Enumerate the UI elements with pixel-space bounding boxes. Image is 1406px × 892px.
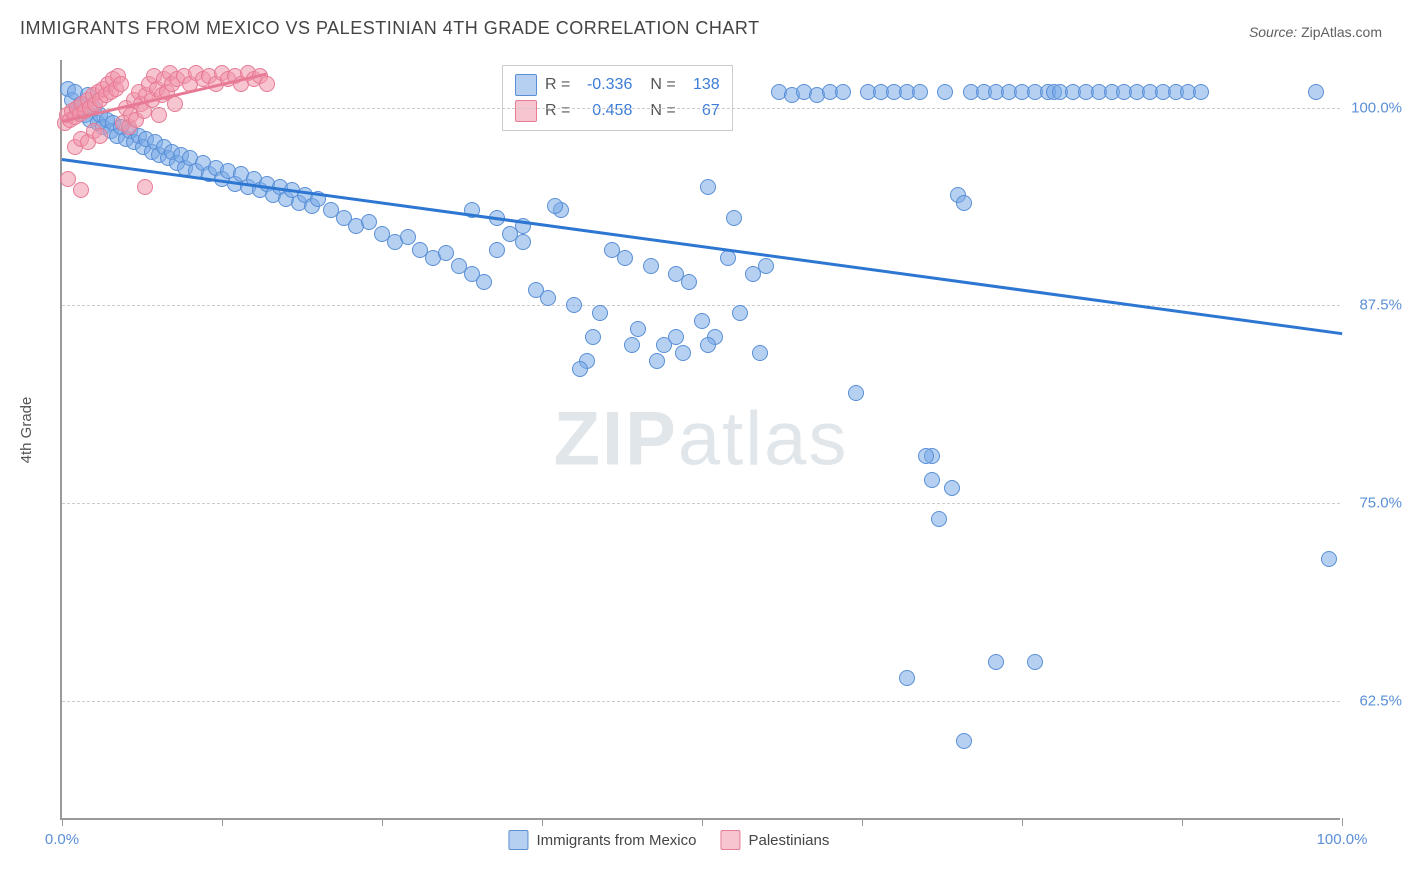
scatter-point	[151, 107, 167, 123]
chart-title: IMMIGRANTS FROM MEXICO VS PALESTINIAN 4T…	[20, 18, 760, 39]
watermark: ZIPatlas	[554, 396, 849, 483]
scatter-point	[137, 179, 153, 195]
legend-swatch	[508, 830, 528, 850]
scatter-point	[924, 472, 940, 488]
scatter-point	[361, 214, 377, 230]
legend-r-label: R =	[545, 98, 570, 124]
chart-plot-area: ZIPatlas R =-0.336N =138R =0.458N =67 Im…	[60, 60, 1340, 820]
chart-source: Source: ZipAtlas.com	[1249, 24, 1382, 40]
scatter-point	[547, 198, 563, 214]
scatter-point	[937, 84, 953, 100]
scatter-point	[675, 345, 691, 361]
x-tick	[1182, 818, 1183, 826]
legend-item: Immigrants from Mexico	[508, 830, 696, 850]
legend-n-label: N =	[650, 98, 675, 124]
legend-swatch	[515, 100, 537, 122]
x-tick	[702, 818, 703, 826]
scatter-point	[400, 229, 416, 245]
watermark-atlas: atlas	[678, 397, 849, 482]
x-tick	[222, 818, 223, 826]
legend-series: Immigrants from Mexico Palestinians	[508, 830, 829, 850]
scatter-point	[912, 84, 928, 100]
legend-r-value: -0.336	[578, 72, 632, 98]
x-tick	[542, 818, 543, 826]
legend-swatch	[720, 830, 740, 850]
gridline	[62, 108, 1340, 109]
legend-n-label: N =	[650, 72, 675, 98]
legend-row: R = -0.336 N = 138	[515, 72, 720, 98]
scatter-point	[572, 361, 588, 377]
scatter-point	[668, 329, 684, 345]
scatter-point	[259, 76, 275, 92]
scatter-point	[956, 733, 972, 749]
source-label: Source:	[1249, 24, 1297, 40]
y-tick-label: 87.5%	[1359, 297, 1402, 314]
scatter-point	[681, 274, 697, 290]
legend-n-value: 138	[684, 72, 720, 98]
scatter-point	[835, 84, 851, 100]
x-tick-label: 100.0%	[1317, 831, 1368, 848]
scatter-point	[1027, 654, 1043, 670]
scatter-point	[592, 305, 608, 321]
scatter-point	[617, 250, 633, 266]
x-tick	[862, 818, 863, 826]
scatter-point	[720, 250, 736, 266]
gridline	[62, 503, 1340, 504]
scatter-point	[1308, 84, 1324, 100]
legend-r-value: 0.458	[578, 98, 632, 124]
legend-row: R = 0.458 N = 67	[515, 98, 720, 124]
scatter-point	[585, 329, 601, 345]
scatter-point	[956, 195, 972, 211]
scatter-point	[752, 345, 768, 361]
scatter-point	[944, 480, 960, 496]
legend-correlation-box: R = -0.336 N = 138 R = 0.458 N = 67	[502, 65, 733, 131]
source-value: ZipAtlas.com	[1301, 24, 1382, 40]
scatter-point	[700, 337, 716, 353]
scatter-point	[92, 128, 108, 144]
scatter-point	[73, 182, 89, 198]
scatter-point	[1193, 84, 1209, 100]
scatter-point	[758, 258, 774, 274]
legend-n-value: 67	[684, 98, 720, 124]
scatter-point	[630, 321, 646, 337]
y-tick-label: 100.0%	[1351, 99, 1402, 116]
legend-item: Palestinians	[720, 830, 829, 850]
scatter-point	[899, 670, 915, 686]
scatter-point	[1321, 551, 1337, 567]
scatter-point	[988, 654, 1004, 670]
scatter-point	[624, 337, 640, 353]
x-tick-label: 0.0%	[45, 831, 79, 848]
scatter-point	[489, 242, 505, 258]
scatter-point	[540, 290, 556, 306]
scatter-point	[931, 511, 947, 527]
scatter-point	[732, 305, 748, 321]
legend-r-label: R =	[545, 72, 570, 98]
scatter-point	[649, 353, 665, 369]
scatter-point	[848, 385, 864, 401]
scatter-point	[113, 76, 129, 92]
gridline	[62, 701, 1340, 702]
scatter-point	[700, 179, 716, 195]
x-tick	[382, 818, 383, 826]
watermark-zip: ZIP	[554, 397, 678, 482]
legend-swatch	[515, 74, 537, 96]
scatter-point	[566, 297, 582, 313]
scatter-point	[918, 448, 934, 464]
y-tick-label: 75.0%	[1359, 495, 1402, 512]
x-tick	[62, 818, 63, 826]
x-tick	[1342, 818, 1343, 826]
x-tick	[1022, 818, 1023, 826]
y-axis-label: 4th Grade	[18, 397, 35, 464]
scatter-point	[694, 313, 710, 329]
scatter-point	[726, 210, 742, 226]
legend-label: Immigrants from Mexico	[536, 832, 696, 849]
scatter-point	[515, 234, 531, 250]
scatter-point	[167, 96, 183, 112]
scatter-point	[643, 258, 659, 274]
legend-label: Palestinians	[748, 832, 829, 849]
y-tick-label: 62.5%	[1359, 693, 1402, 710]
scatter-point	[438, 245, 454, 261]
scatter-point	[476, 274, 492, 290]
